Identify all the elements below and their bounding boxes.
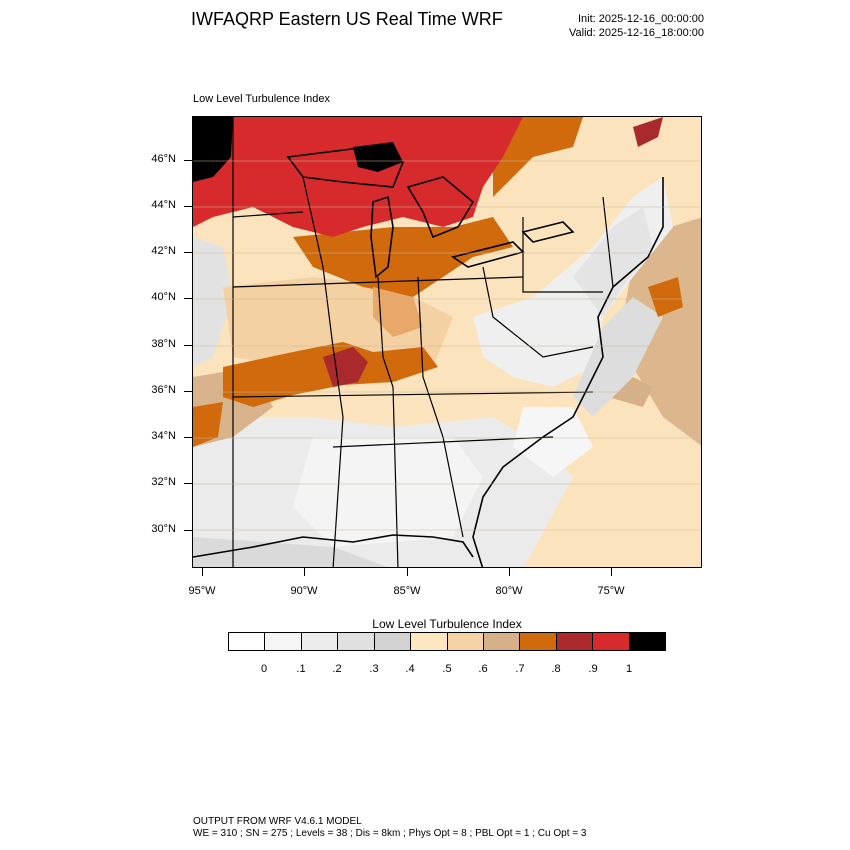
lat-label-42n: 42°N [151, 245, 176, 257]
state-line-ohio-georgia [417, 276, 464, 538]
model-config-line: WE = 310 ; SN = 275 ; Levels = 38 ; Dis … [193, 828, 587, 839]
legend-swatch-4 [374, 633, 412, 650]
lat-label-34n: 34°N [151, 430, 176, 442]
atlantic-coastline [472, 177, 664, 567]
lake-ontario-outline [521, 221, 575, 243]
state-line-mississippi-river [302, 176, 344, 567]
legend-label-0-2: .2 [332, 663, 342, 675]
valid-time: Valid: 2025-12-16_18:00:00 [569, 27, 704, 39]
lat-tick-46n [184, 160, 192, 161]
lat-label-38n: 38°N [151, 338, 176, 350]
lat-label-32n: 32°N [151, 476, 176, 488]
west-grey-patch [193, 237, 233, 367]
lake-michigan-outline [370, 195, 394, 279]
legend-swatch-6 [447, 633, 484, 650]
lon-tick-95w [202, 568, 203, 576]
coastal-plain-grey [573, 297, 663, 417]
legend-colorbar [228, 632, 666, 651]
black-lake-patch [353, 142, 403, 172]
legend-label-0-1: .1 [296, 663, 306, 675]
lon-tick-85w [407, 568, 408, 576]
legend-swatch-7 [483, 633, 521, 650]
lat-tick-34n [184, 437, 192, 438]
orange-canada-patch [493, 117, 583, 197]
offshore-orange-patch [648, 277, 683, 317]
lat-tick-40n [184, 298, 192, 299]
legend-label-0-3: .3 [369, 663, 379, 675]
state-line-new-england [602, 196, 614, 288]
gulf-coast-grey [193, 537, 388, 567]
black-max-patch [193, 117, 233, 182]
legend-swatch-1 [265, 633, 302, 650]
state-line-40n [232, 276, 524, 288]
legend-swatch-8 [520, 633, 557, 650]
legend-label-0-5: .5 [442, 663, 452, 675]
lat-label-40n: 40°N [151, 291, 176, 303]
legend-swatch-3 [338, 633, 375, 650]
lat-label-30n: 30°N [151, 523, 176, 535]
lon-label-95w: 95°W [188, 585, 216, 597]
lat-tick-44n [184, 206, 192, 207]
gulf-coastline [193, 534, 474, 558]
lat-tick-30n [184, 530, 192, 531]
lon-tick-90w [304, 568, 305, 576]
orange-lakes-band [293, 217, 513, 297]
orange-west-patch [193, 402, 223, 447]
state-line-new-york-pa [522, 217, 603, 293]
legend-label-0-8: .8 [551, 663, 561, 675]
page-title: IWFAQRP Eastern US Real Time WRF [191, 9, 503, 29]
carolinas-light [513, 407, 593, 477]
legend-label-0-7: .7 [515, 663, 525, 675]
legend-label-0-9: .9 [588, 663, 598, 675]
legend-swatch-10 [593, 633, 630, 650]
model-output-line: OUTPUT FROM WRF V4.6.1 MODEL [193, 816, 362, 827]
southeast-light-core [293, 437, 483, 547]
lon-tick-80w [509, 568, 510, 576]
state-line-indiana-alabama [377, 276, 399, 567]
lon-tick-75w [611, 568, 612, 576]
lon-label-85w: 85°W [393, 585, 421, 597]
lat-tick-36n [184, 391, 192, 392]
lon-label-75w: 75°W [597, 585, 625, 597]
panel-title: Low Level Turbulence Index [193, 93, 330, 105]
legend-swatch-9 [556, 633, 594, 650]
lat-tick-32n [184, 483, 192, 484]
lat-tick-38n [184, 345, 192, 346]
offshore-tan-plume [623, 217, 701, 446]
red-canada-patch [633, 117, 663, 147]
state-boundaries [232, 117, 614, 567]
legend-swatch-0 [229, 633, 266, 650]
lat-label-44n: 44°N [151, 199, 176, 211]
lon-label-80w: 80°W [495, 585, 523, 597]
legend-swatch-2 [301, 633, 339, 650]
lat-label-36n: 36°N [151, 384, 176, 396]
state-line-north-west [232, 211, 304, 218]
state-line-36n [232, 391, 594, 398]
graticule [193, 160, 701, 531]
legend-swatch-5 [411, 633, 448, 650]
lon-label-90w: 90°W [290, 585, 318, 597]
init-time: Init: 2025-12-16_00:00:00 [578, 13, 704, 25]
legend-label-1: 1 [625, 663, 633, 675]
turbulence-map [193, 117, 701, 567]
legend-label-0-6: .6 [478, 663, 488, 675]
state-line-appalachian [482, 266, 594, 358]
map-frame [192, 116, 702, 568]
orange-indiana-patch [373, 287, 423, 337]
legend-swatch-11 [629, 633, 666, 650]
legend-label-0-4: .4 [405, 663, 415, 675]
lat-label-46n: 46°N [151, 153, 176, 165]
lake-huron-outline [406, 176, 475, 239]
legend-title: Low Level Turbulence Index [372, 617, 522, 631]
new-england-grey [573, 207, 653, 317]
lat-tick-42n [184, 252, 192, 253]
state-line-35n [332, 436, 554, 448]
legend-label-0: 0 [260, 663, 268, 675]
